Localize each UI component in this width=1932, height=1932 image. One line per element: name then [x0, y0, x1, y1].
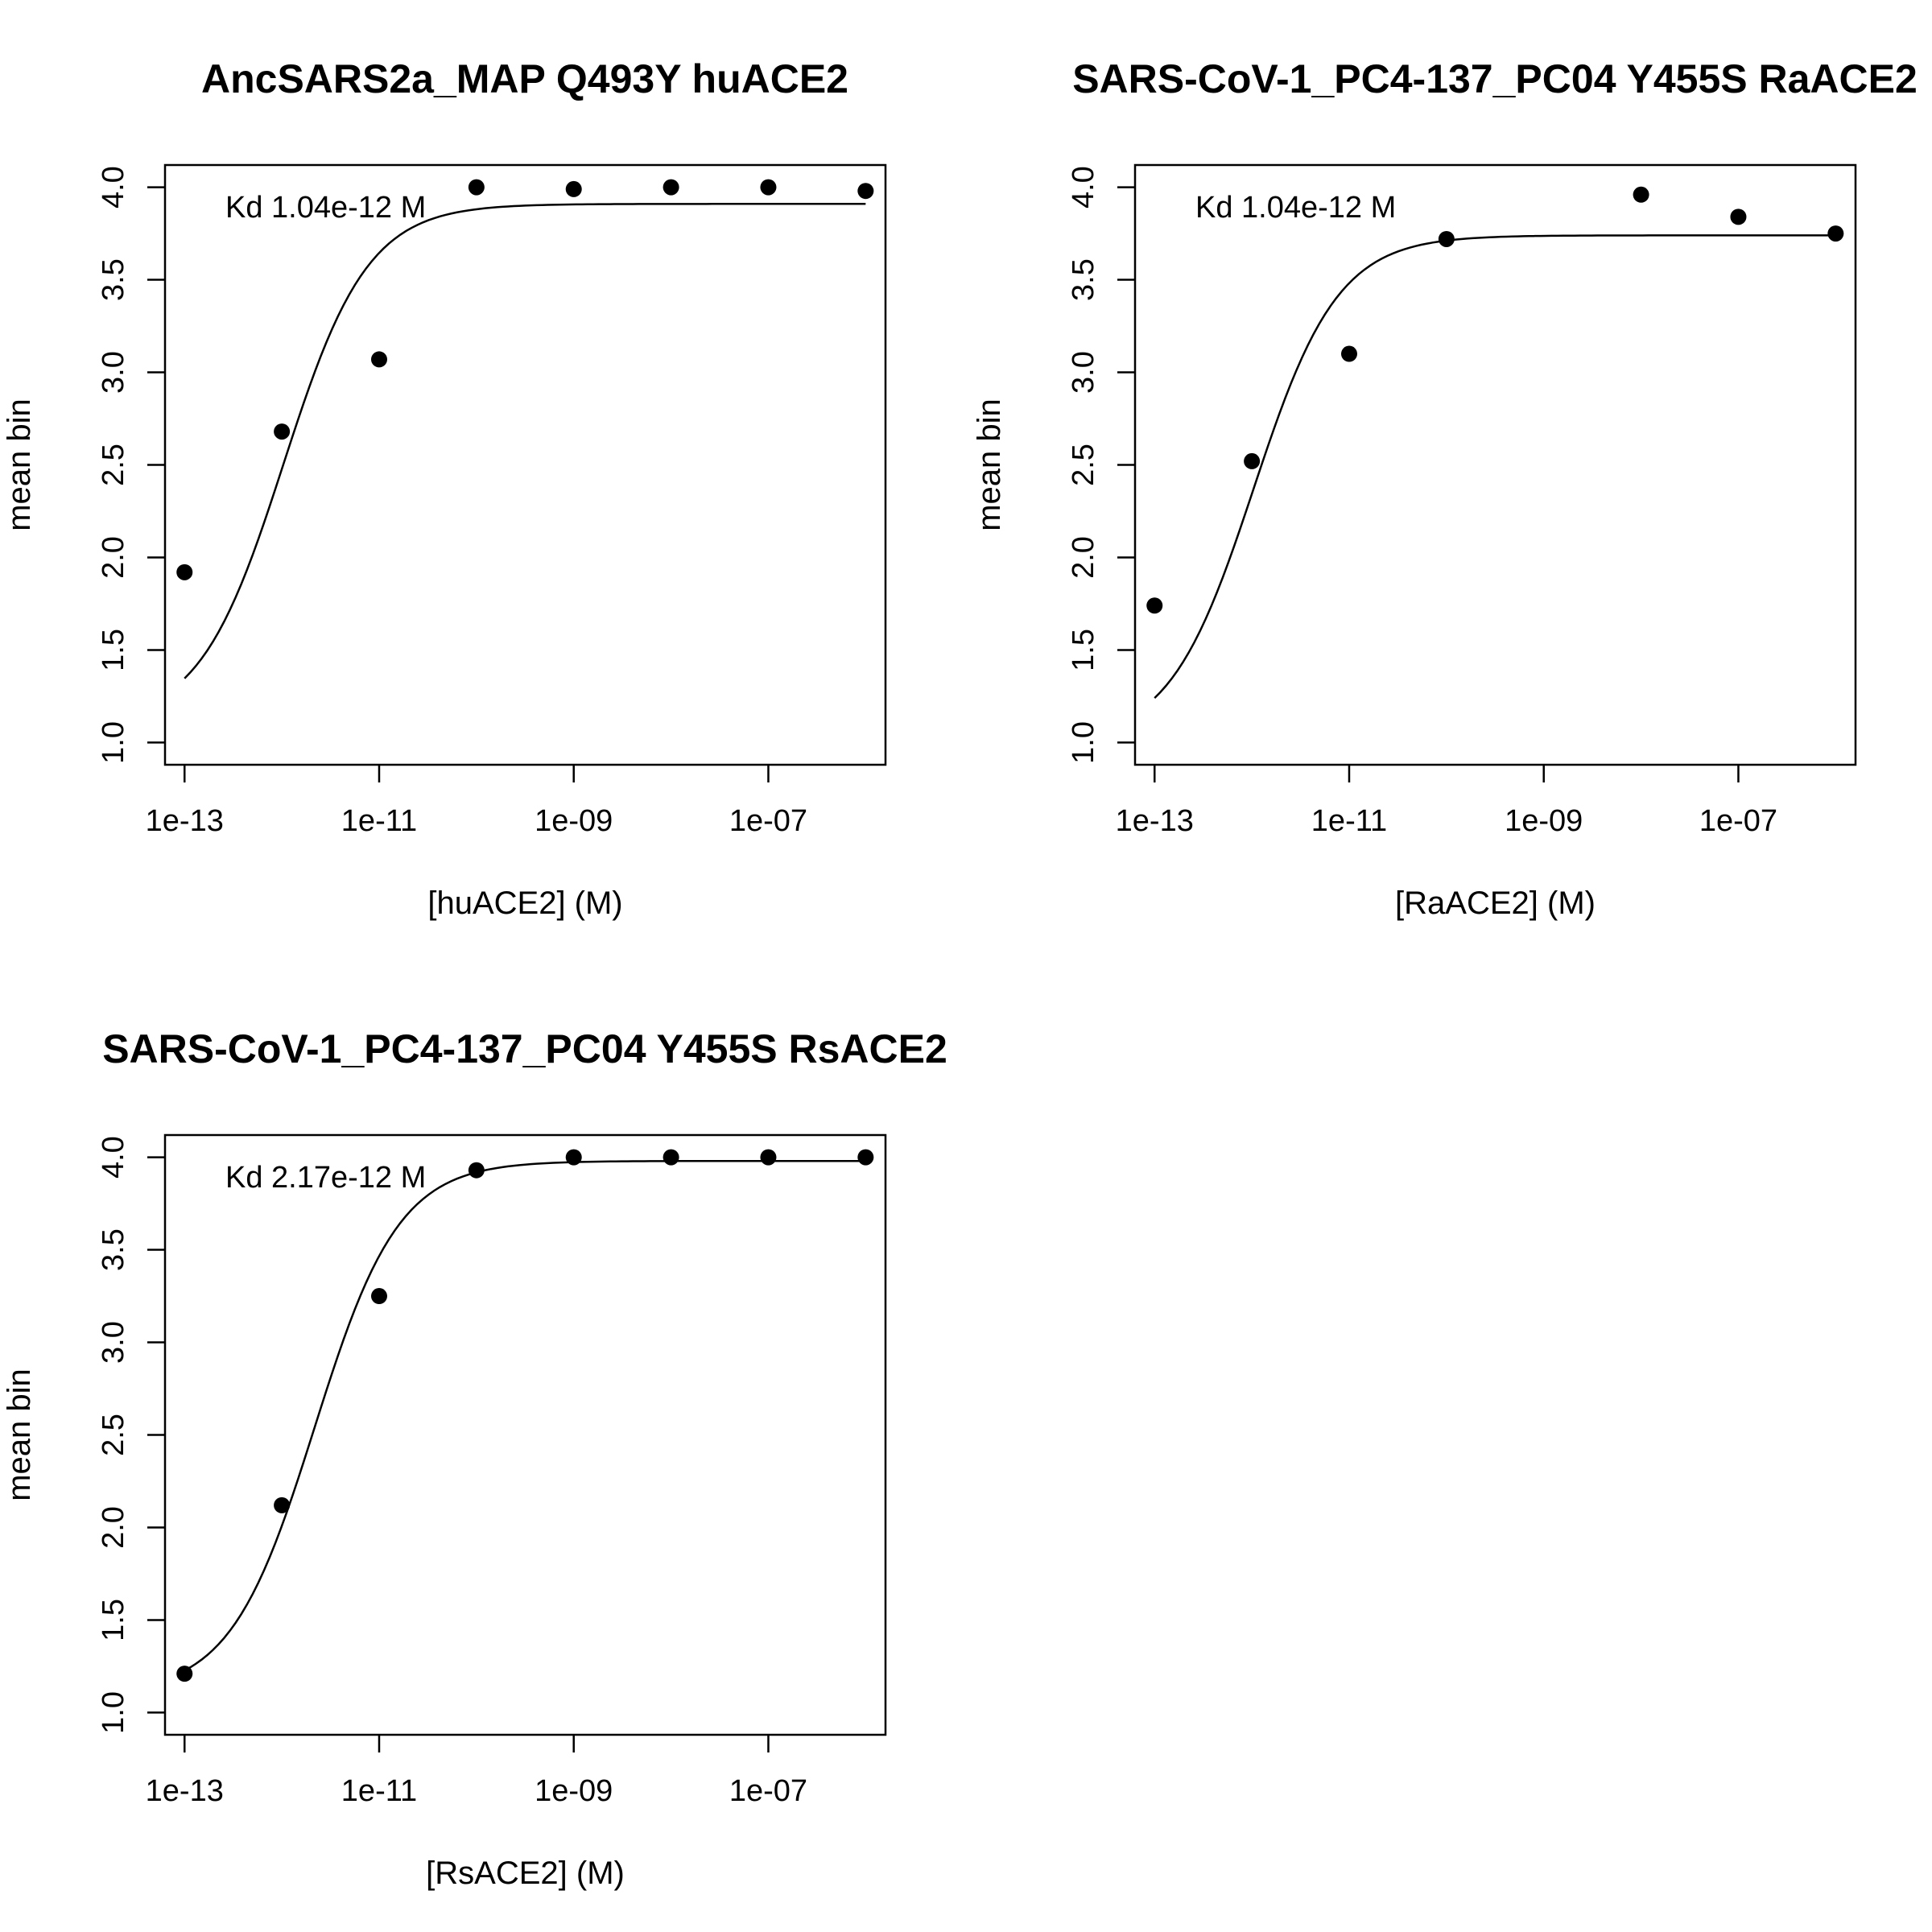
- y-tick-label: 3.0: [97, 1321, 130, 1364]
- y-tick-label: 1.5: [97, 1599, 130, 1641]
- x-tick-label: 1e-11: [341, 1774, 417, 1808]
- x-tick-label: 1e-13: [1116, 804, 1194, 838]
- kd-annotation: Kd 1.04e-12 M: [225, 191, 426, 225]
- data-point: [176, 564, 193, 580]
- y-tick-label: 3.0: [97, 351, 130, 394]
- y-tick-label: 4.0: [1067, 166, 1100, 208]
- panel-title: AncSARS2a_MAP Q493Y huACE2: [201, 56, 848, 101]
- y-tick-label: 3.5: [97, 258, 130, 301]
- y-tick-label: 1.0: [97, 721, 130, 764]
- data-point: [663, 1149, 679, 1166]
- x-tick-label: 1e-09: [535, 1774, 613, 1808]
- y-tick-label: 2.5: [1067, 444, 1100, 486]
- data-point: [760, 1149, 777, 1166]
- x-tick-label: 1e-13: [146, 1774, 224, 1808]
- data-point: [176, 1666, 193, 1682]
- data-point: [274, 423, 291, 440]
- panel-title: SARS-CoV-1_PC4-137_PC04 Y455S RaACE2: [1072, 56, 1918, 101]
- panel-title: SARS-CoV-1_PC4-137_PC04 Y455S RsACE2: [102, 1026, 947, 1071]
- panel-huace2: AncSARS2a_MAP Q493Y huACE2 [huACE2] (M) …: [2, 56, 887, 921]
- panel-rsace2: SARS-CoV-1_PC4-137_PC04 Y455S RsACE2 [Rs…: [2, 1026, 947, 1891]
- data-point: [468, 1162, 485, 1179]
- data-point: [565, 1149, 582, 1166]
- y-axis-label: mean bin: [2, 398, 37, 531]
- y-axis-label: mean bin: [972, 398, 1007, 531]
- y-tick-label: 2.5: [97, 444, 130, 486]
- y-tick-label: 1.5: [1067, 629, 1100, 671]
- y-tick-label: 3.5: [97, 1228, 130, 1271]
- y-tick-label: 2.0: [97, 1506, 130, 1549]
- y-tick-label: 4.0: [97, 1136, 130, 1179]
- x-tick-label: 1e-13: [146, 804, 224, 838]
- y-tick-label: 4.0: [97, 166, 130, 208]
- y-tick-label: 1.0: [97, 1691, 130, 1734]
- data-point: [857, 183, 874, 200]
- data-point: [1633, 186, 1649, 203]
- y-tick-label: 2.0: [1067, 536, 1100, 579]
- data-point: [565, 180, 582, 197]
- data-point: [1827, 225, 1844, 242]
- x-tick-label: 1e-11: [341, 804, 417, 838]
- data-point: [1730, 208, 1747, 225]
- x-axis-label: [RaACE2] (M): [1395, 886, 1596, 921]
- y-tick-label: 2.5: [97, 1414, 130, 1456]
- data-point: [370, 1288, 387, 1305]
- data-point: [1244, 452, 1261, 469]
- data-point: [1438, 230, 1455, 247]
- y-tick-label: 3.0: [1067, 351, 1100, 394]
- x-tick-label: 1e-07: [729, 1774, 807, 1808]
- panel-raace2: SARS-CoV-1_PC4-137_PC04 Y455S RaACE2 [Ra…: [972, 56, 1918, 921]
- fit-curve: [184, 1159, 866, 1672]
- x-tick-label: 1e-07: [1699, 804, 1777, 838]
- x-tick-label: 1e-09: [1505, 804, 1583, 838]
- data-point: [760, 179, 777, 196]
- y-tick-label: 1.5: [97, 629, 130, 671]
- x-axis-label: [huACE2] (M): [427, 886, 622, 921]
- y-tick-label: 3.5: [1067, 258, 1100, 301]
- y-tick-label: 2.0: [97, 536, 130, 579]
- x-tick-label: 1e-09: [535, 804, 613, 838]
- x-tick-label: 1e-07: [729, 804, 807, 838]
- y-axis-label: mean bin: [2, 1368, 37, 1501]
- data-point: [663, 179, 679, 196]
- data-point: [1146, 597, 1163, 614]
- kd-annotation: Kd 2.17e-12 M: [225, 1161, 426, 1195]
- x-tick-label: 1e-11: [1311, 804, 1387, 838]
- fit-curve: [184, 203, 866, 679]
- x-axis-label: [RsACE2] (M): [426, 1856, 625, 1891]
- data-point: [857, 1149, 874, 1166]
- data-point: [274, 1496, 291, 1513]
- y-tick-label: 1.0: [1067, 721, 1100, 764]
- data-point: [370, 351, 387, 368]
- fit-curve: [1154, 234, 1836, 700]
- data-point: [1340, 345, 1357, 362]
- kd-annotation: Kd 1.04e-12 M: [1195, 191, 1396, 225]
- data-point: [468, 179, 485, 196]
